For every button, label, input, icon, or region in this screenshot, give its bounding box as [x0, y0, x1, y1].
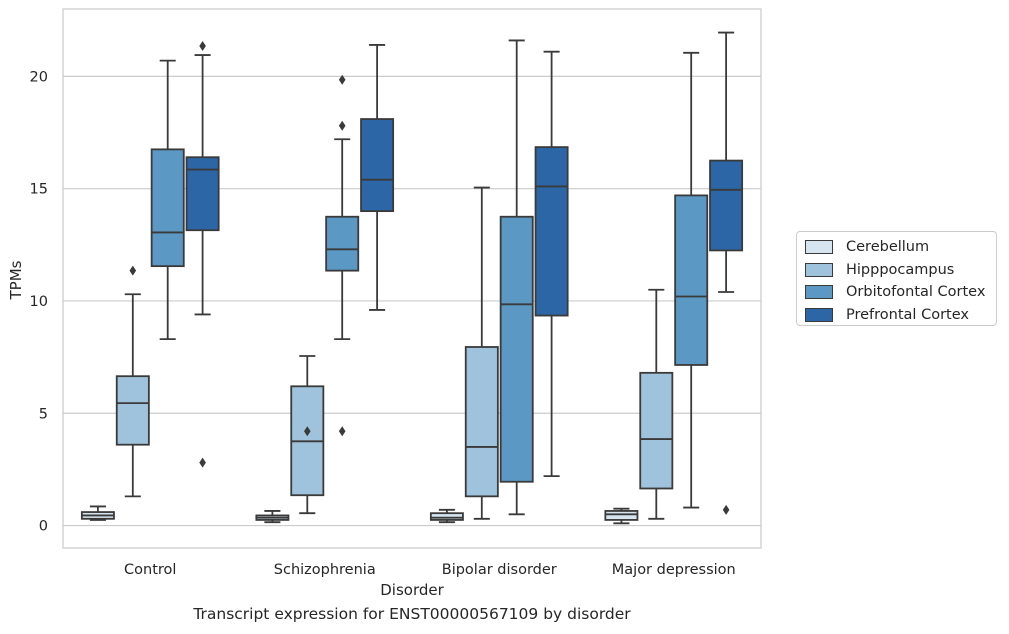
y-tick-label: 0 — [39, 519, 48, 535]
legend-item: Hipppocampus — [805, 259, 996, 282]
box-iqr — [639, 371, 674, 490]
y-tick-label: 20 — [30, 69, 48, 85]
box-orbitofontal-cortex — [150, 59, 185, 341]
legend-swatch — [805, 285, 833, 300]
legend-label: Hipppocampus — [846, 261, 955, 278]
legend-item: Cerebellum — [805, 236, 996, 259]
box-iqr — [499, 215, 534, 483]
outlier-point — [338, 426, 346, 437]
outlier-point — [304, 426, 311, 437]
figure-caption: Transcript expression for ENST0000056710… — [193, 605, 631, 623]
box-hipppocampus — [290, 355, 325, 515]
box-iqr — [709, 159, 744, 252]
outlier-point — [199, 457, 206, 468]
y-tick-label: 5 — [39, 406, 48, 422]
y-tick-label: 15 — [30, 182, 48, 198]
legend-item: Prefrontal Cortex — [805, 304, 996, 327]
plot-frame — [62, 8, 762, 549]
x-tick-label: Schizophrenia — [274, 562, 376, 578]
box-iqr — [674, 194, 709, 366]
outlier-point — [722, 504, 730, 515]
box-iqr — [604, 510, 639, 521]
box-layer — [80, 31, 744, 525]
box-iqr — [360, 118, 395, 213]
x-tick-label: Major depression — [612, 562, 736, 578]
legend: Cerebellum Hipppocampus Orbitofontal Corte… — [796, 231, 997, 326]
box-orbitofontal-cortex — [499, 39, 534, 516]
box-iqr — [185, 156, 220, 232]
box-cerebellum — [80, 505, 115, 521]
outlier-point — [338, 74, 346, 85]
y-tick-label: 10 — [30, 294, 48, 310]
x-tick-label: Control — [124, 562, 176, 578]
box-prefrontal-cortex — [185, 41, 220, 468]
box-hipppocampus — [464, 186, 499, 520]
box-iqr — [115, 375, 150, 446]
box-iqr — [534, 146, 569, 317]
box-iqr — [429, 512, 464, 521]
box-cerebellum — [604, 507, 639, 525]
box-orbitofontal-cortex — [674, 51, 709, 509]
box-iqr — [150, 148, 185, 268]
x-tick-label: Bipolar disorder — [442, 562, 557, 578]
box-iqr — [464, 346, 499, 498]
box-iqr — [325, 215, 360, 272]
box-prefrontal-cortex — [709, 31, 744, 515]
legend-item: Orbitofontal Cortex — [805, 281, 996, 304]
legend-label: Prefrontal Cortex — [846, 306, 969, 323]
axis-layer: 0 5 10 15 20 Control Schizophrenia Bipolar diso… — [30, 69, 736, 578]
legend-swatch — [805, 240, 833, 255]
box-prefrontal-cortex — [360, 44, 395, 311]
legend-swatch — [805, 262, 833, 277]
outlier-point — [199, 41, 206, 52]
box-orbitofontal-cortex — [325, 74, 360, 437]
outlier-point — [338, 120, 346, 131]
y-axis-title: TPMs — [7, 260, 25, 300]
outlier-point — [129, 265, 137, 276]
legend-label: Orbitofontal Cortex — [846, 284, 986, 301]
x-axis-title: Disorder — [380, 581, 444, 599]
box-cerebellum — [429, 508, 464, 524]
box-hipppocampus — [115, 265, 150, 498]
box-cerebellum — [255, 510, 290, 524]
box-hipppocampus — [639, 288, 674, 520]
legend-swatch — [805, 307, 833, 322]
box-prefrontal-cortex — [534, 50, 569, 478]
legend-label: Cerebellum — [846, 239, 930, 256]
